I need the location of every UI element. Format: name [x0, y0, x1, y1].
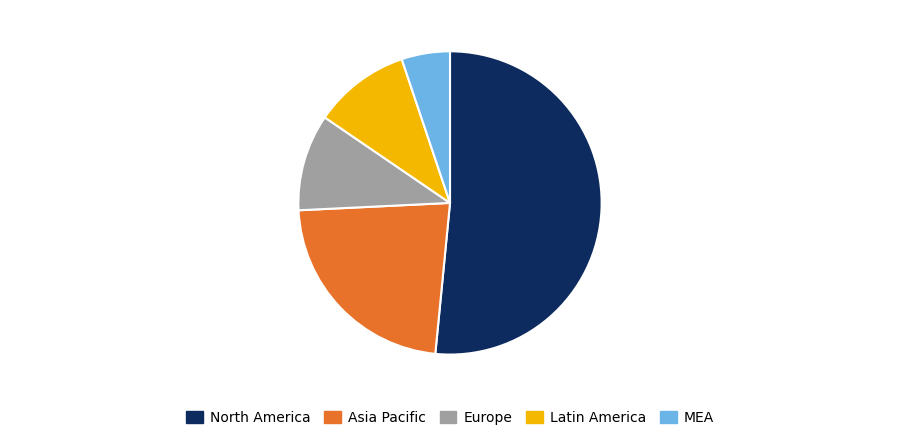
- Wedge shape: [299, 117, 450, 211]
- Wedge shape: [401, 51, 450, 203]
- Wedge shape: [436, 51, 601, 355]
- Legend: North America, Asia Pacific, Europe, Latin America, MEA: North America, Asia Pacific, Europe, Lat…: [181, 405, 719, 430]
- Wedge shape: [299, 203, 450, 354]
- Wedge shape: [325, 59, 450, 203]
